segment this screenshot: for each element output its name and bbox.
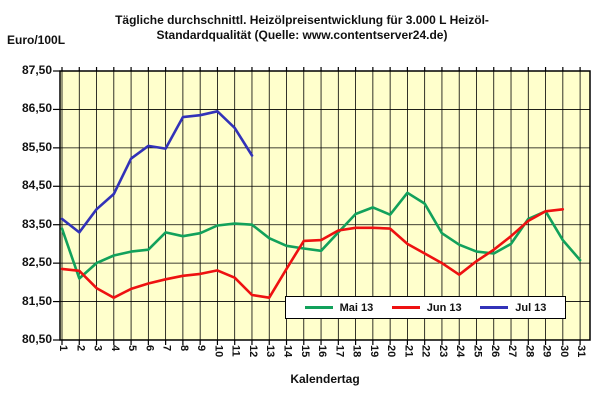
x-tick-label: 27 [506, 345, 519, 358]
y-tick-label: 84,50 [21, 178, 52, 193]
x-tick-label: 18 [350, 345, 363, 358]
y-axis-unit-label: Euro/100L [7, 33, 66, 47]
chart-title: Tägliche durchschnittl. Heizölpreisentwi… [92, 13, 512, 43]
x-tick-label: 22 [419, 345, 432, 358]
x-tick-label: 28 [523, 345, 536, 358]
chart-title-line1: Tägliche durchschnittl. Heizölpreisentwi… [115, 13, 489, 27]
x-tick-label: 21 [402, 345, 415, 358]
x-tick-label: 20 [385, 345, 398, 358]
x-tick-label: 17 [333, 345, 346, 358]
x-tick-label: 12 [246, 345, 259, 358]
legend-line-sample [391, 306, 420, 309]
x-tick-label: 26 [488, 345, 501, 358]
y-tick-label: 81,50 [21, 293, 52, 308]
y-tick-label: 82,50 [21, 255, 52, 270]
chart-title-line2: Standardqualität (Quelle: www.contentser… [156, 28, 448, 42]
y-tick-label: 83,50 [21, 216, 52, 231]
x-tick-label: 16 [316, 345, 329, 358]
legend-item-jul-13: Jul 13 [480, 302, 546, 314]
x-tick-label: 29 [540, 345, 553, 358]
legend-label: Jul 13 [515, 301, 547, 314]
x-tick-label: 14 [281, 345, 294, 358]
x-tick-label: 3 [91, 345, 104, 352]
x-tick-label: 31 [575, 345, 588, 358]
legend-item-mai-13: Mai 13 [304, 301, 374, 314]
series-line-jul-13 [60, 109, 254, 234]
y-tick-label: 86,50 [21, 101, 52, 116]
x-tick-label: 11 [229, 345, 242, 357]
x-tick-label: 30 [557, 345, 570, 358]
legend-line-sample [480, 306, 509, 309]
x-tick-label: 25 [471, 345, 484, 358]
x-tick-label: 10 [212, 345, 225, 358]
x-tick-label: 2 [74, 345, 87, 352]
y-tick-label: 80,50 [21, 332, 52, 346]
x-tick-label: 5 [126, 345, 139, 352]
x-tick-label: 9 [195, 345, 208, 352]
legend-label: Mai 13 [339, 301, 374, 314]
x-tick-label: 13 [264, 345, 277, 358]
x-tick-label: 23 [436, 345, 449, 358]
plot-border [59, 70, 591, 341]
x-tick-label: 1 [57, 345, 69, 352]
x-tick-label: 7 [160, 345, 173, 352]
legend: Mai 13 Jun 13 Jul 13 [285, 296, 566, 319]
y-tick-label: 85,50 [21, 139, 52, 154]
legend-line-sample [304, 306, 333, 309]
x-tick-label: 8 [177, 345, 190, 352]
y-tick-label: 87,50 [21, 63, 52, 77]
x-axis-title: Kalendertag [290, 372, 360, 386]
legend-item-jun-13: Jun 13 [391, 301, 462, 314]
x-tick-label: 19 [367, 345, 380, 358]
x-tick-label: 6 [143, 345, 156, 352]
legend-label: Jun 13 [426, 301, 462, 314]
x-tick-label: 4 [108, 345, 121, 352]
x-tick-label: 15 [298, 345, 311, 358]
series-line-mai-13 [60, 191, 582, 280]
series-line-jun-13 [60, 208, 565, 299]
x-tick-label: 24 [454, 345, 467, 358]
